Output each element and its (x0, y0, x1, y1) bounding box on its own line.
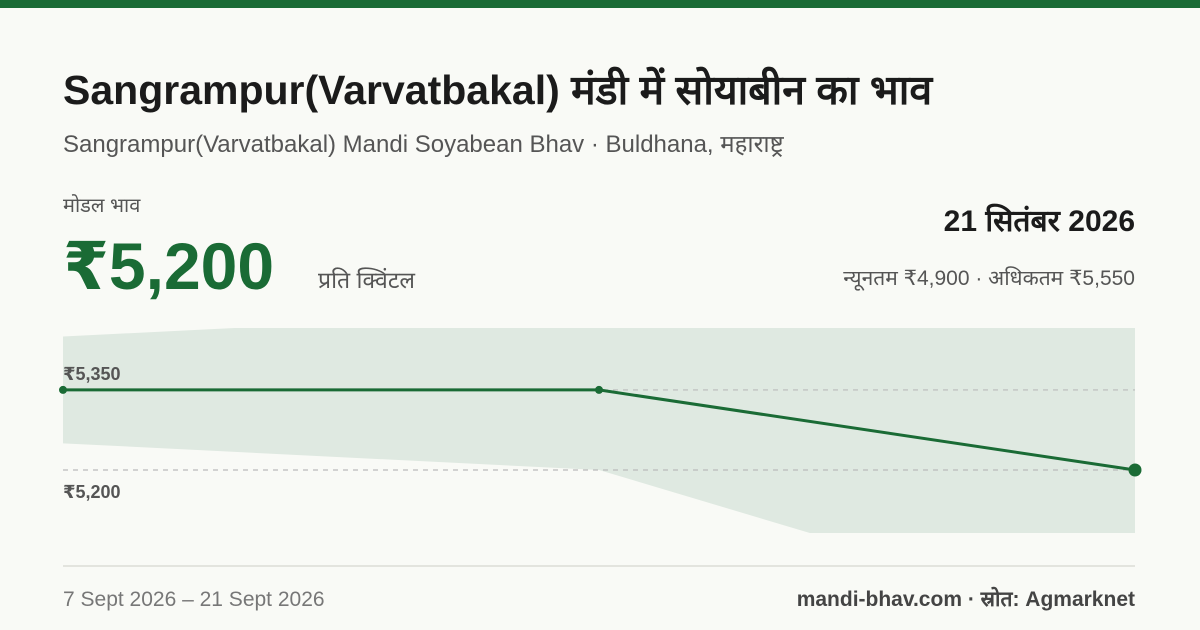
subtitle: Sangrampur(Varvatbakal) Mandi Soyabean B… (63, 131, 785, 158)
modal-label: मोडल भाव (63, 194, 141, 217)
range-band (63, 328, 1135, 533)
date-range: 7 Sept 2026 – 21 Sept 2026 (63, 588, 325, 611)
min-max: न्यूनतम ₹4,900 · अधिकतम ₹5,550 (843, 266, 1135, 291)
modal-price: ₹5,200 (63, 229, 274, 303)
date: 21 सितंबर 2026 (944, 203, 1135, 238)
plot-area (63, 328, 1135, 533)
point (595, 385, 603, 394)
top-bar (0, 0, 1200, 8)
point (1128, 463, 1142, 477)
point (59, 385, 67, 394)
unit: प्रति क्विंटल (318, 267, 415, 293)
y-tick-label: ₹5,200 (63, 482, 121, 502)
title: Sangrampur(Varvatbakal) मंडी में सोयाबीन… (63, 66, 934, 113)
footer: mandi-bhav.com · स्रोत: Agmarknet (797, 586, 1135, 611)
y-tick-label: ₹5,350 (63, 364, 121, 384)
